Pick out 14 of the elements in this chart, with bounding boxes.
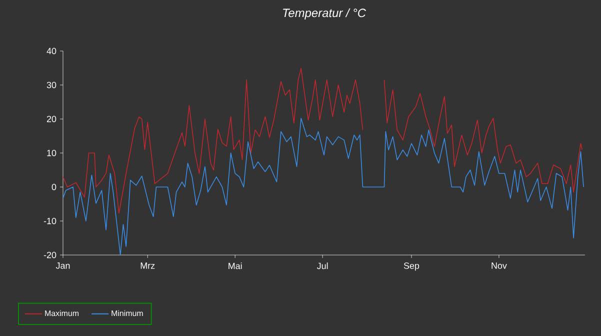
y-tick-label: 30 (46, 82, 56, 88)
y-tick-label: 0 (52, 184, 56, 190)
x-tick-label: Jul (316, 262, 328, 270)
y-tick-label: 20 (46, 116, 56, 122)
x-tick-label: Nov (492, 262, 507, 269)
y-tick-label: 40 (46, 48, 56, 54)
x-tick-label: Mrz (140, 262, 155, 269)
x-tick-label: Sep (404, 262, 420, 271)
y-tick-label: 10 (47, 150, 56, 156)
chart-title: Temperatur / °C (283, 8, 366, 20)
y-tick-label: -10 (44, 218, 56, 224)
x-tick-label: Jan (56, 262, 70, 269)
x-tick-label: Mai (228, 262, 242, 270)
y-tick-label: -20 (44, 252, 56, 258)
